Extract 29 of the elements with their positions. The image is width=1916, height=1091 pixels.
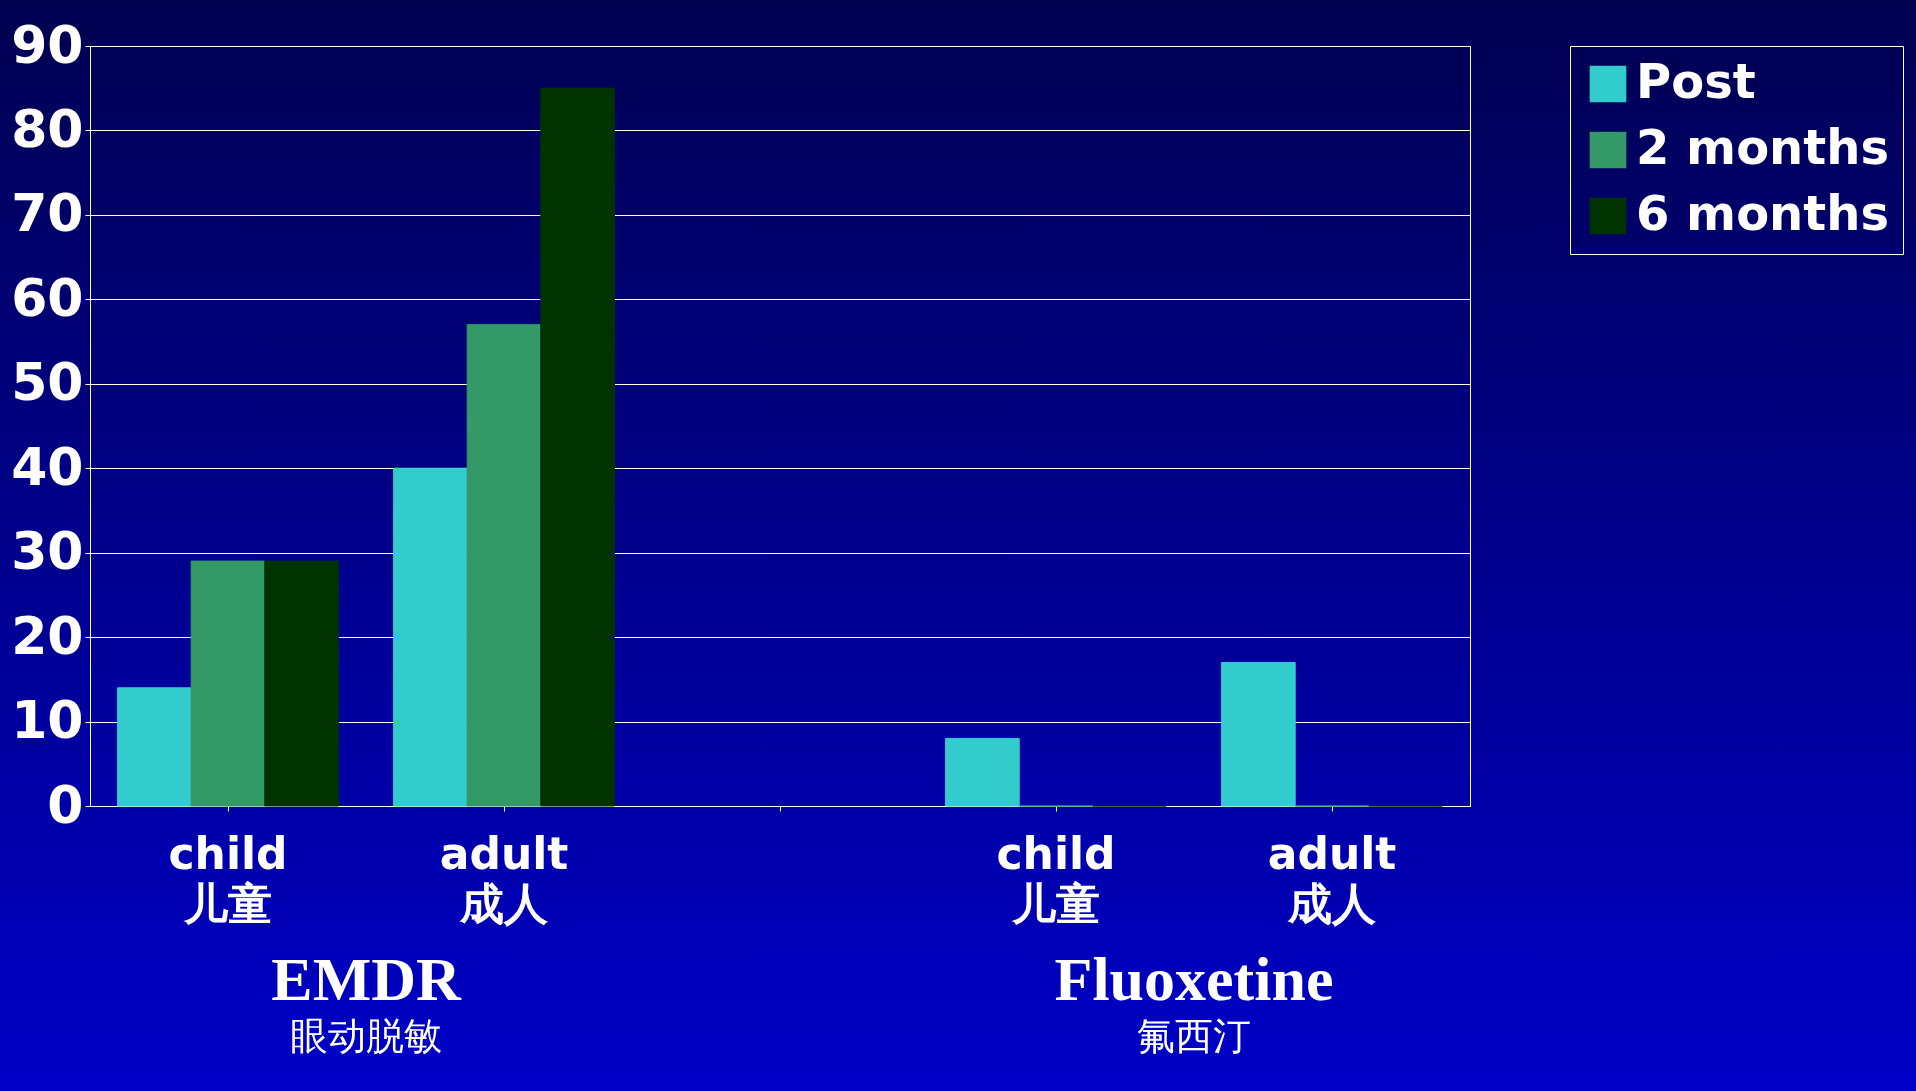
text: 氟西汀 [1137, 1014, 1251, 1058]
y-tick-label: 10 [11, 690, 84, 751]
text: EMDR [271, 945, 462, 1013]
y-tick-label: 50 [11, 352, 84, 413]
legend-label: 2 months [1636, 119, 1889, 175]
x-tick-label: adult 成人 [1267, 827, 1397, 929]
bar [945, 737, 1020, 807]
y-tick-label: 80 [11, 98, 84, 159]
y-tick-label: 90 [11, 14, 84, 75]
bar [117, 687, 192, 807]
x-tick-label: adult 成人 [439, 827, 569, 929]
bar [1221, 661, 1296, 807]
bar [190, 560, 266, 807]
y-tick-label: 70 [11, 183, 84, 244]
text: Fluoxetine [1054, 945, 1334, 1013]
bar [540, 87, 615, 807]
bar [466, 324, 542, 807]
y-tick-label: 20 [11, 605, 84, 666]
y-tick-label: 60 [11, 267, 84, 328]
y-tick-label: 30 [11, 521, 84, 582]
x-tick-label: child 儿童 [168, 827, 288, 929]
x-tick-label: child 儿童 [996, 827, 1116, 929]
bar [264, 560, 339, 807]
text: 眼动脱敏 [290, 1014, 442, 1058]
legend-label: 6 months [1636, 185, 1889, 241]
bar [393, 467, 468, 807]
y-tick-label: 40 [11, 436, 84, 497]
y-tick-label: 0 [47, 774, 84, 835]
legend-label: Post [1636, 53, 1756, 109]
